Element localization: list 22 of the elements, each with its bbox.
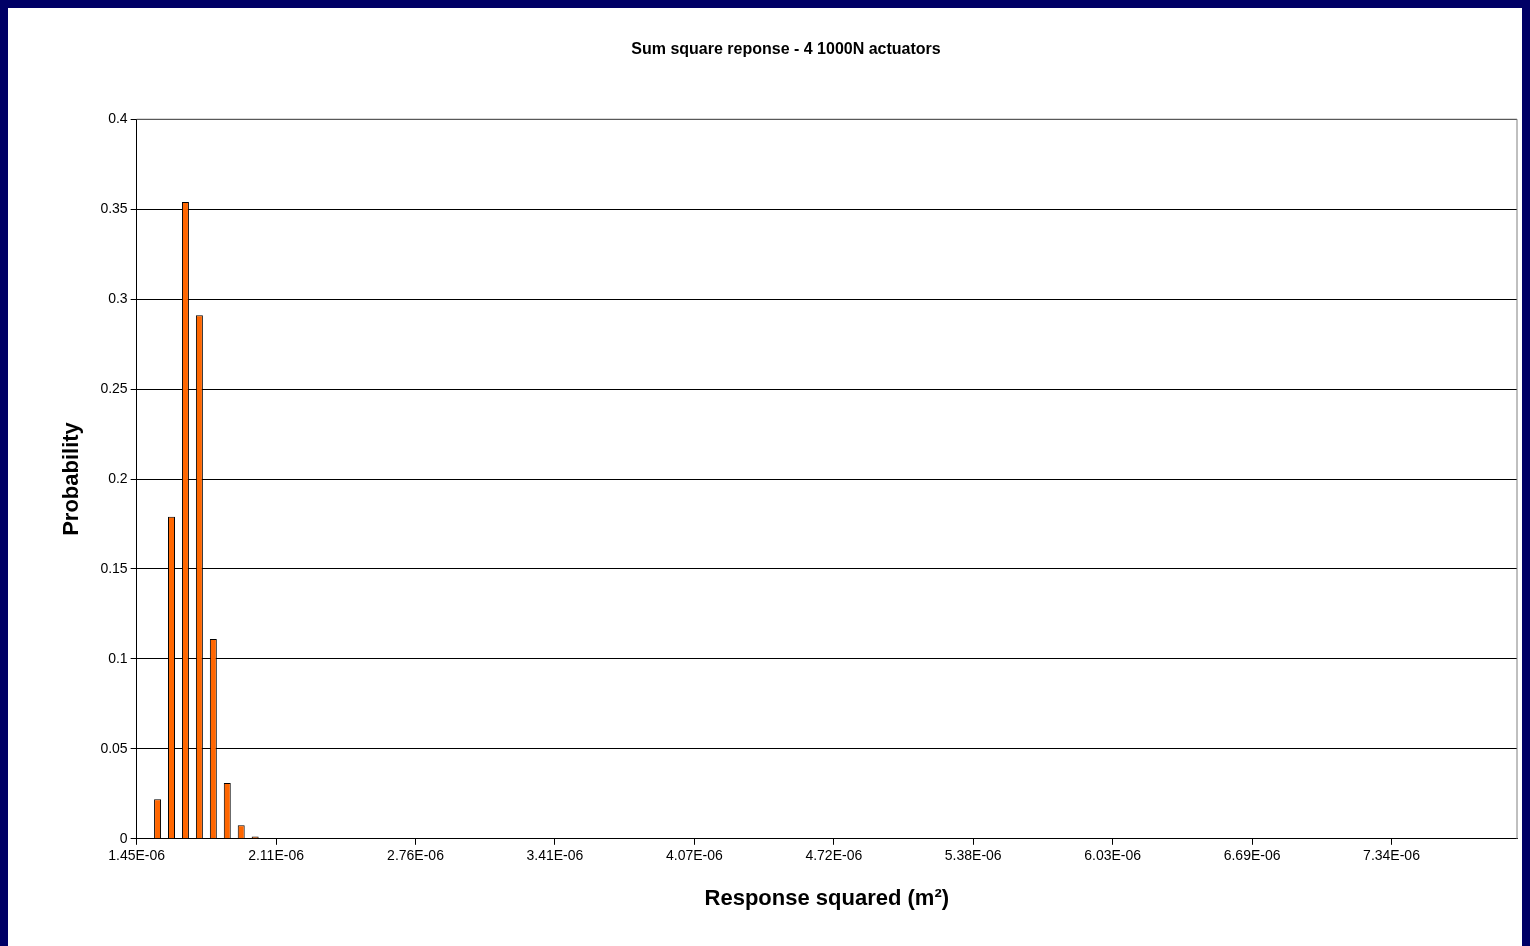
y-tick-label: 0.15: [100, 559, 128, 576]
x-tick-label: 3.41E-06: [526, 847, 584, 864]
y-tick-label: 0.4: [108, 110, 128, 127]
x-tick-label: 6.03E-06: [1084, 847, 1142, 864]
y-tick-label: 0: [119, 829, 128, 846]
x-tick-label: 6.69E-06: [1223, 847, 1281, 864]
x-axis-title: Response squared (m²): [704, 884, 950, 910]
x-tick-label: 5.38E-06: [944, 847, 1002, 864]
y-tick-label: 0.35: [100, 200, 128, 217]
x-tick-label: 4.07E-06: [665, 847, 723, 864]
x-tick-label: 2.76E-06: [387, 847, 445, 864]
chart-title: Sum square reponse - 4 1000N actuators: [631, 40, 941, 58]
y-tick-label: 0.3: [108, 289, 128, 306]
x-tick-label: 7.34E-06: [1363, 847, 1421, 864]
y-tick-label: 0.05: [100, 739, 128, 756]
y-tick-label: 0.1: [108, 649, 128, 666]
y-axis-title: Probability: [58, 421, 84, 536]
y-tick-label: 0.2: [108, 469, 128, 486]
x-tick-label: 1.45E-06: [108, 847, 166, 864]
x-tick-label: 2.11E-06: [248, 847, 305, 864]
x-tick-label: 4.72E-06: [805, 847, 863, 864]
y-tick-label: 0.25: [100, 379, 128, 396]
